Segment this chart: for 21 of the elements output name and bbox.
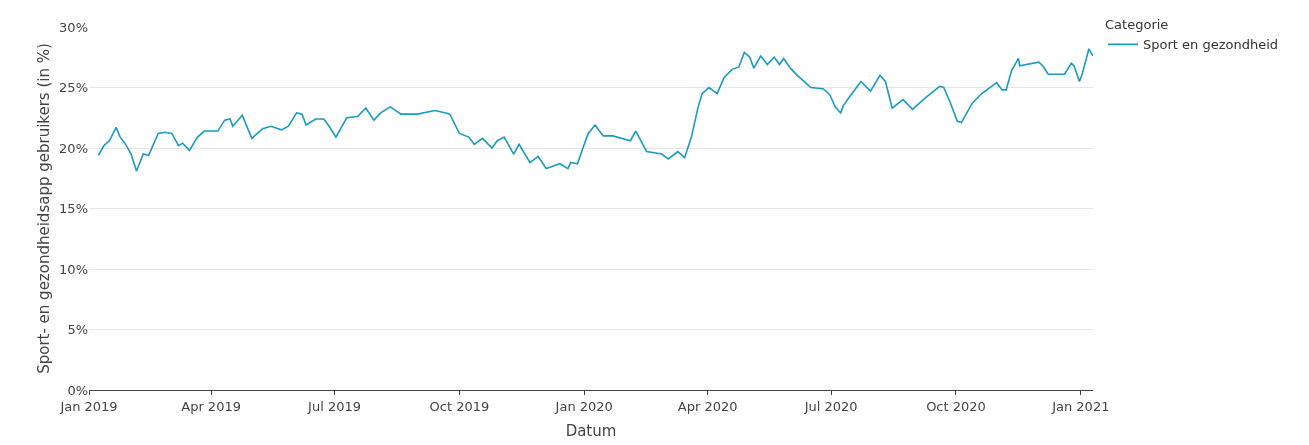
y-tick-label: 10% — [59, 261, 88, 277]
y-tick-label: 30% — [59, 19, 88, 35]
y-tick-label: 15% — [59, 201, 88, 217]
legend-label: Sport en gezondheid — [1143, 37, 1279, 53]
x-tick-label: Apr 2020 — [677, 398, 738, 414]
x-tick-label: Jan 2019 — [59, 398, 118, 414]
y-tick-label: 25% — [59, 80, 88, 96]
x-tick-label: Jul 2020 — [803, 398, 858, 414]
x-tick-label: Apr 2019 — [181, 398, 241, 414]
y-tick-label: 20% — [59, 140, 88, 156]
x-tick-label: Jul 2019 — [307, 398, 362, 414]
x-tick-label: Oct 2020 — [926, 398, 986, 414]
x-tick-label: Jan 2021 — [1051, 398, 1110, 414]
line-series — [97, 47, 1093, 172]
legend-title: Categorie — [1105, 17, 1169, 33]
y-axis-title: Sport- en gezondheidsapp gebruikers (in %) — [35, 43, 53, 374]
y-tick-label: 5% — [67, 322, 88, 338]
x-tick-label: Jan 2020 — [554, 398, 613, 414]
y-tick-label: 0% — [67, 382, 88, 398]
x-axis-title: Datum — [565, 421, 617, 440]
x-tick-label: Oct 2019 — [429, 398, 490, 414]
